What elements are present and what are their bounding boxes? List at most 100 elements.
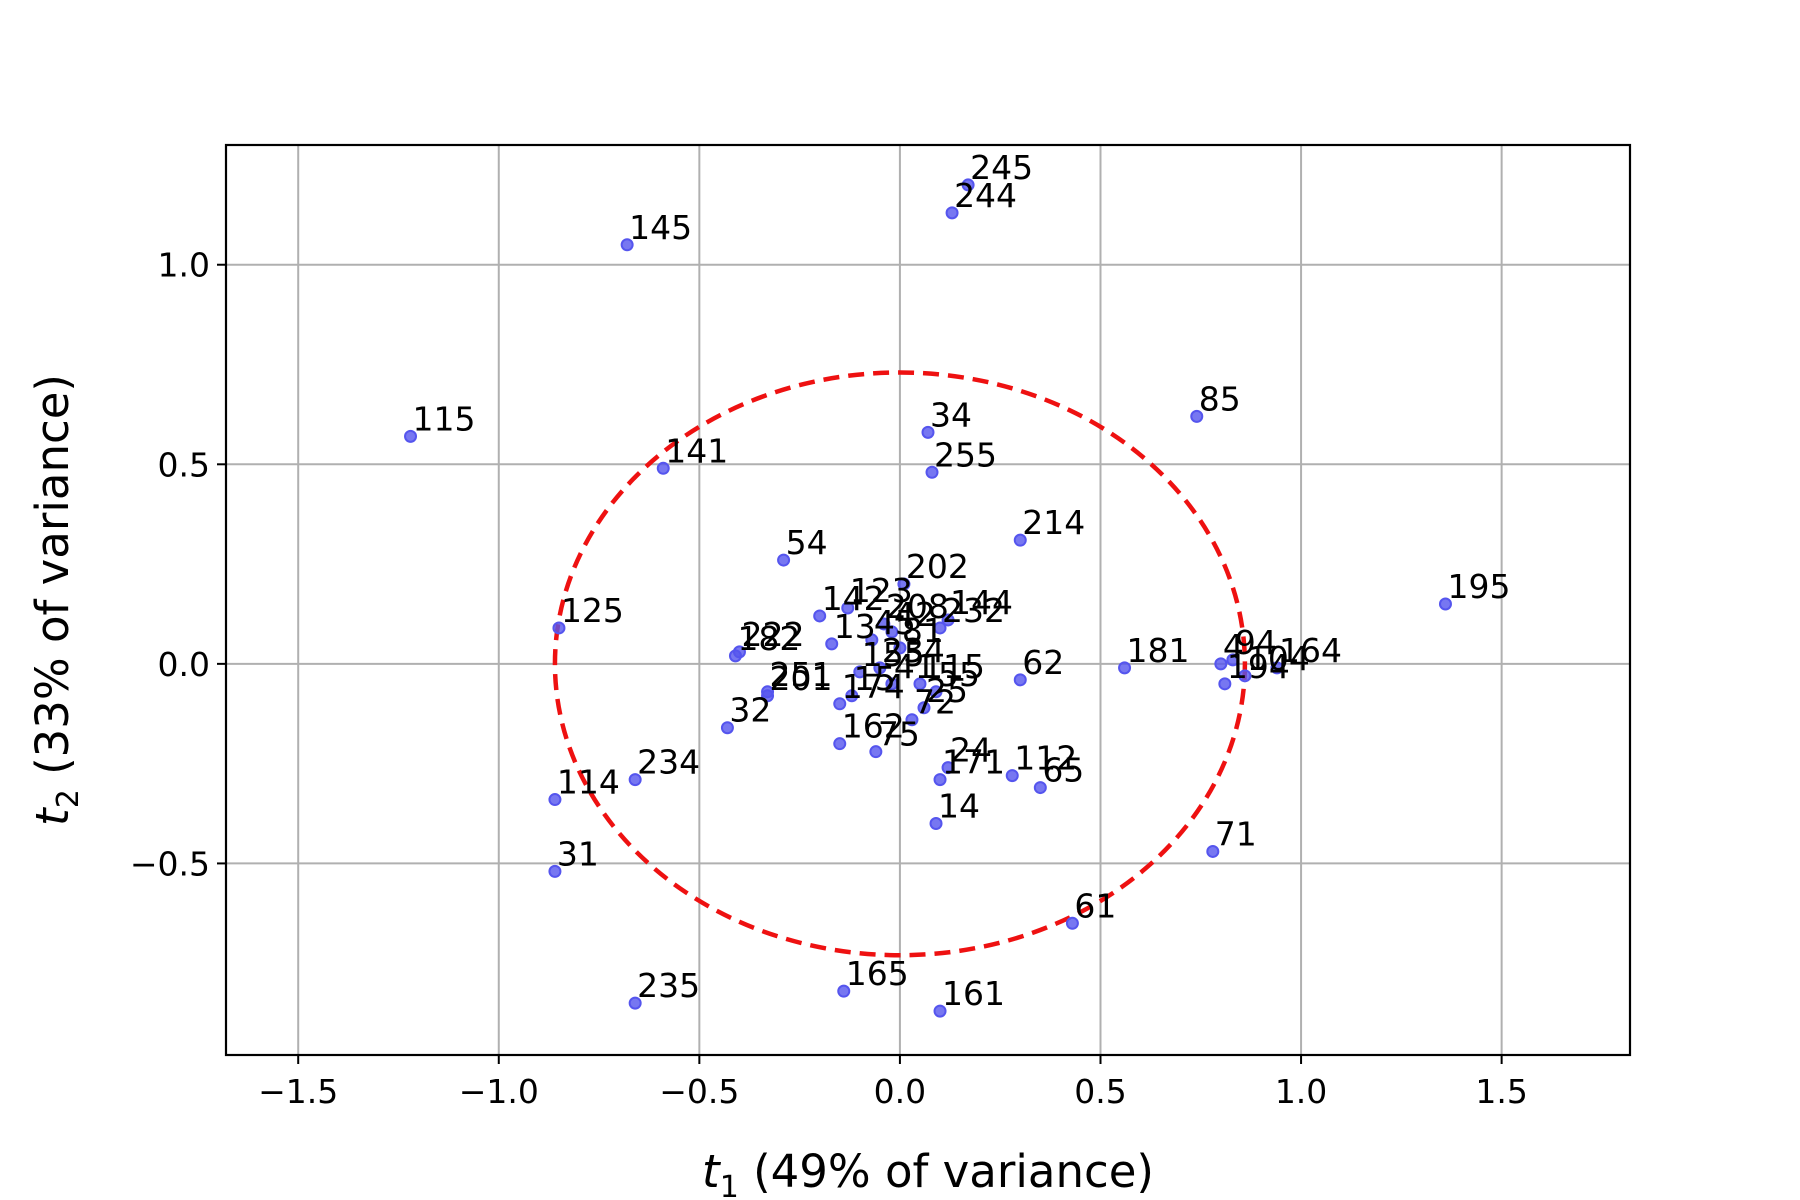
data-point-label: 61 [1074,886,1116,925]
data-point-label: 235 [637,966,700,1005]
data-point-label: 244 [954,176,1017,215]
data-point-label: 125 [561,591,624,630]
data-point [1013,533,1027,547]
y-axis-title: t2 (33% of variance) [26,374,86,826]
data-point-label: 81 [902,611,944,650]
x-tick-label: 0.0 [874,1072,926,1111]
data-point-label: 174 [842,667,905,706]
x-axis-symbol: t [702,1145,722,1198]
data-point-label: 145 [629,208,692,247]
y-tick-label: 0.0 [158,645,210,684]
data-point [628,773,642,787]
data-point [853,665,867,679]
data-points [404,178,1452,1018]
data-point-label: 195 [1447,567,1510,606]
x-tick-label: −1.5 [258,1072,338,1111]
y-tick-label: 1.0 [158,246,210,285]
data-point-label: 181 [1127,631,1190,670]
data-point [833,697,847,711]
data-point-label: 34 [930,395,972,434]
data-point-label: 123 [850,571,913,610]
data-point [941,761,955,775]
data-point-label: 65 [1042,751,1084,790]
data-point [548,864,562,878]
data-point [941,613,955,627]
data-point-label: 114 [557,763,620,802]
y-axis-subscript: 2 [51,789,86,808]
data-point [728,649,742,663]
data-point-label: 164 [1279,631,1342,670]
data-point [929,685,943,699]
data-point-label: 45 [874,603,916,642]
data-point [841,601,855,615]
data-point [548,793,562,807]
data-point-label: 85 [1199,379,1241,418]
data-point [1005,769,1019,783]
data-point [1226,653,1240,667]
data-point-label: 162 [842,707,905,746]
data-point [885,677,899,691]
data-point-label: 62 [1022,643,1064,682]
data-point-label: 234 [637,743,700,782]
data-point-label: 115 [413,399,476,438]
data-point [921,425,935,439]
data-point-label: 71 [1215,814,1257,853]
x-tick-label: −1.0 [459,1072,539,1111]
data-point-label: 232 [942,591,1005,630]
data-point-label: 161 [942,974,1005,1013]
x-axis-subscript: 1 [720,1170,739,1200]
data-point-label: 115 [922,647,985,686]
data-point [845,689,859,703]
data-point [833,737,847,751]
data-point [1033,781,1047,795]
data-point [869,745,883,759]
data-point-label: 75 [878,715,920,754]
x-tick-label: 0.5 [1074,1072,1126,1111]
data-point-label: 41 [894,647,936,686]
data-point-label: 31 [557,834,599,873]
data-point-label: 142 [822,579,885,618]
data-point [929,817,943,831]
data-point [933,621,947,635]
data-point-label: 251 [770,655,833,694]
y-tick-label: 0.5 [158,445,210,484]
data-point-label: 245 [970,148,1033,187]
data-point [1214,657,1228,671]
data-point-label: 201 [770,659,833,698]
data-point-label: 25 [926,671,968,710]
data-point-label: 94 [1235,623,1277,662]
x-axis-title-text: (49% of variance) [739,1145,1154,1198]
data-point-label: 234 [882,631,945,670]
data-point-label: 165 [846,954,909,993]
data-point [933,1004,947,1018]
data-point [1206,844,1220,858]
data-point [1218,677,1232,691]
data-point [1065,916,1079,930]
plot-frame [224,143,1632,1057]
data-point [877,617,891,631]
data-point [945,206,959,220]
data-point [1013,673,1027,687]
data-point [552,621,566,635]
data-point [893,641,907,655]
x-axis-title: t1 (49% of variance) [702,1145,1154,1200]
data-point-label: 214 [1022,503,1085,542]
data-point [905,713,919,727]
data-point-label: 144 [950,583,1013,622]
data-point [933,773,947,787]
data-point-label: 4 [1223,627,1244,666]
data-point-label: 13 [834,607,876,646]
data-point [917,701,931,715]
data-point [1190,409,1204,423]
data-point-label: 104 [1247,639,1310,678]
x-tick-label: 1.5 [1475,1072,1527,1111]
data-point-label: 112 [1014,739,1077,778]
data-point [873,661,887,675]
data-point-label: 32 [729,691,771,730]
data-point-label: 54 [786,523,828,562]
data-point-label: 182 [737,619,800,658]
data-point-label: 208 [886,587,949,626]
data-point [720,721,734,735]
y-axis-title-text: (33% of variance) [26,374,79,789]
